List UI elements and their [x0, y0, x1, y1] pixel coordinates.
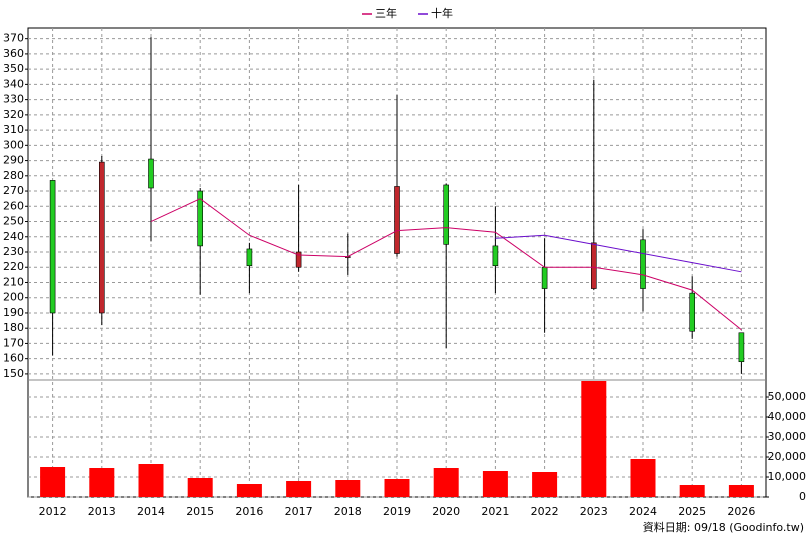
volume-bar — [433, 468, 459, 497]
y2-tick-label: 40,000 — [768, 410, 807, 423]
volume-bar — [236, 484, 262, 497]
y-tick-label: 300 — [3, 138, 24, 151]
volume-bar — [187, 478, 213, 497]
candle-body — [738, 332, 745, 363]
y-tick-label: 260 — [3, 199, 24, 212]
x-tick-label: 2018 — [334, 505, 362, 518]
x-tick-label: 2016 — [235, 505, 263, 518]
y-tick-label: 240 — [3, 230, 24, 243]
y-tick-label: 360 — [3, 47, 24, 60]
x-tick-label: 2020 — [432, 505, 460, 518]
candle-body — [197, 190, 203, 247]
candle-body — [689, 292, 696, 332]
y-tick-label: 370 — [3, 32, 24, 45]
ma-line — [150, 198, 742, 331]
y2-tick-label: 20,000 — [768, 450, 807, 463]
x-tick-label: 2023 — [580, 505, 608, 518]
volume-bar — [482, 471, 508, 497]
x-tick-label: 2019 — [383, 505, 411, 518]
y-tick-label: 350 — [3, 62, 24, 75]
y-tick-label: 340 — [3, 77, 24, 90]
x-tick-label: 2012 — [39, 505, 67, 518]
ma-line — [495, 234, 742, 273]
volume-bar — [581, 381, 607, 497]
legend-label: 十年 — [431, 6, 453, 20]
x-tick-label: 2017 — [285, 505, 313, 518]
y-tick-label: 160 — [3, 352, 24, 365]
y-tick-label: 170 — [3, 336, 24, 349]
y-tick-label: 210 — [3, 275, 24, 288]
y-tick-label: 290 — [3, 154, 24, 167]
y2-tick-label: 0 — [799, 490, 806, 503]
candle-body — [148, 158, 154, 189]
x-tick-label: 2021 — [481, 505, 509, 518]
y-tick-label: 330 — [3, 93, 24, 106]
x-tick-label: 2014 — [137, 505, 165, 518]
candle-body — [394, 186, 400, 254]
candle-body — [640, 239, 646, 289]
volume-bar — [335, 480, 361, 497]
y-tick-label: 220 — [3, 260, 24, 273]
candle-body — [49, 180, 56, 314]
candle-body — [295, 251, 302, 268]
y2-tick-label: 10,000 — [768, 470, 807, 483]
y-tick-label: 320 — [3, 108, 24, 121]
volume-bar — [89, 468, 115, 497]
footer: 資料日期: 09/18 (Goodinfo.tw) — [643, 520, 804, 534]
legend-label: 三年 — [375, 6, 397, 20]
y2-tick-label: 30,000 — [768, 430, 807, 443]
y-tick-label: 270 — [3, 184, 24, 197]
candle-body — [541, 266, 548, 289]
x-tick-label: 2026 — [727, 505, 755, 518]
y-tick-label: 200 — [3, 291, 24, 304]
candle-body — [99, 161, 105, 314]
volume-bar — [532, 472, 558, 497]
x-tick-label: 2013 — [88, 505, 116, 518]
y2-tick-label: 50,000 — [768, 390, 807, 403]
y-tick-label: 230 — [3, 245, 24, 258]
volume-bar — [138, 464, 164, 497]
volume-bar — [40, 467, 66, 497]
candle-body — [246, 248, 253, 267]
x-tick-label: 2022 — [531, 505, 559, 518]
volume-bar — [286, 481, 312, 497]
y-tick-label: 180 — [3, 321, 24, 334]
volume-bar — [728, 485, 754, 497]
y-tick-label: 250 — [3, 215, 24, 228]
x-tick-label: 2015 — [186, 505, 214, 518]
y-tick-label: 150 — [3, 367, 24, 380]
y-tick-label: 280 — [3, 169, 24, 182]
candle-body — [443, 184, 450, 245]
candle-body — [492, 245, 499, 267]
x-tick-label: 2024 — [629, 505, 657, 518]
candle-body — [590, 242, 597, 289]
volume-bar — [384, 479, 410, 497]
y-tick-label: 310 — [3, 123, 24, 136]
volume-bar — [679, 485, 705, 497]
volume-bar — [630, 459, 656, 497]
y-tick-label: 190 — [3, 306, 24, 319]
x-tick-label: 2025 — [678, 505, 706, 518]
